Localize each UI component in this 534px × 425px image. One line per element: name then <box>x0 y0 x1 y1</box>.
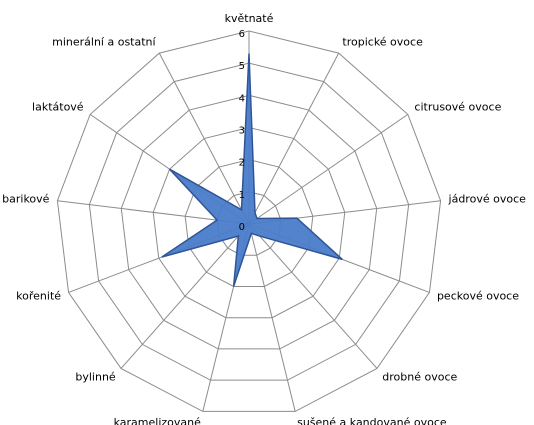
tick-label: 5 <box>239 61 245 72</box>
grid-ring <box>88 62 410 381</box>
spoke <box>248 223 378 369</box>
category-label: jádrové ovoce <box>448 192 527 205</box>
category-label: citrusové ovoce <box>414 101 501 114</box>
category-label: drobné ovoce <box>382 370 457 383</box>
spoke <box>120 223 250 369</box>
tick-label: 1 <box>239 190 245 201</box>
category-label: sušené a kandované ovoce <box>297 416 447 425</box>
tick-label: 3 <box>239 126 245 137</box>
category-label: minerální a ostatní <box>52 35 156 48</box>
spoke <box>158 52 250 225</box>
grid-ring <box>120 94 378 350</box>
spoke <box>248 113 409 225</box>
tick-label: 2 <box>239 158 245 169</box>
category-label: květnaté <box>225 12 274 25</box>
category-label: laktátové <box>32 101 84 114</box>
grid-ring <box>56 30 442 412</box>
category-label: tropické ovoce <box>342 35 423 48</box>
category-label: bylinné <box>75 370 116 383</box>
grid-ring <box>152 126 346 319</box>
spoke <box>248 223 296 412</box>
data-area <box>161 53 343 287</box>
category-label: peckové ovoce <box>437 290 519 303</box>
category-label: barikové <box>2 192 50 205</box>
tick-label: 6 <box>239 29 245 40</box>
tick-label: 4 <box>239 93 245 104</box>
spoke <box>248 52 340 225</box>
category-label: kořenité <box>16 290 61 303</box>
category-label: karamelizované <box>114 416 202 425</box>
tick-label: 0 <box>239 222 245 233</box>
